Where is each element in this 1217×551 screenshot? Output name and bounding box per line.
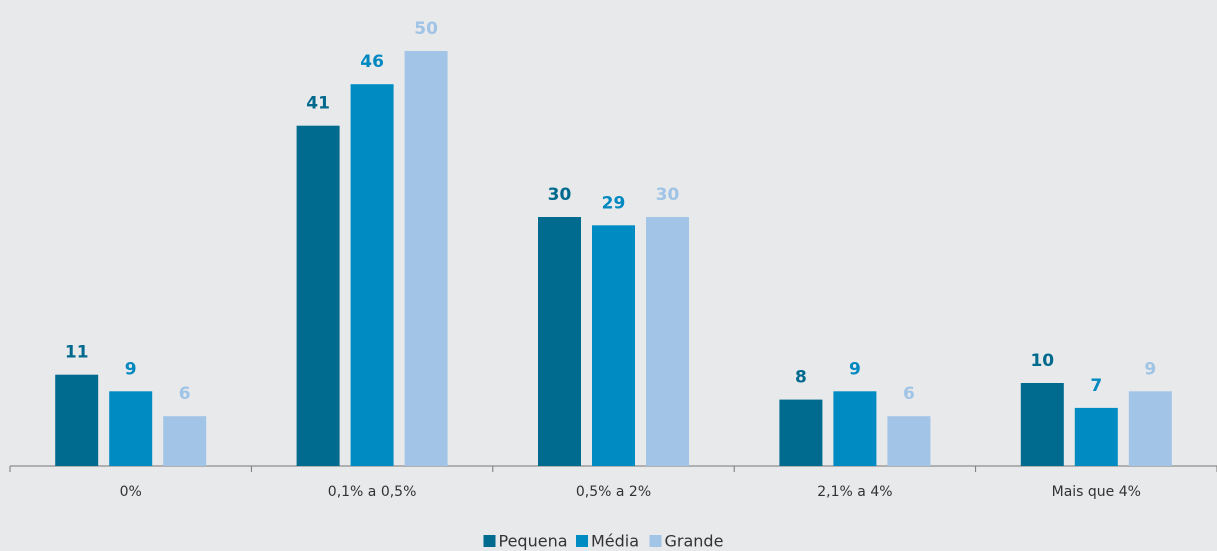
bar xyxy=(163,416,207,466)
legend-label: Grande xyxy=(665,532,724,551)
x-tick-label: 0,5% a 2% xyxy=(576,484,651,500)
x-tick-label: 0,1% a 0,5% xyxy=(328,484,417,500)
data-label: 30 xyxy=(656,185,680,205)
bar xyxy=(538,217,581,466)
data-label: 7 xyxy=(1090,376,1102,396)
data-label: 6 xyxy=(903,384,915,404)
bar xyxy=(404,51,448,466)
data-label: 8 xyxy=(795,368,807,388)
bar xyxy=(109,391,153,466)
bar xyxy=(296,125,340,466)
x-tick-label: 2,1% a 4% xyxy=(817,484,892,500)
data-label: 6 xyxy=(179,384,191,404)
data-label: 50 xyxy=(414,19,438,39)
bar xyxy=(779,399,823,466)
bar xyxy=(1020,383,1064,466)
data-label: 46 xyxy=(360,52,384,72)
bar xyxy=(55,374,99,466)
legend-swatch xyxy=(649,535,662,547)
data-label: 10 xyxy=(1030,351,1054,371)
data-label: 41 xyxy=(306,94,330,114)
legend-label: Pequena xyxy=(499,532,568,551)
legend-label: Média xyxy=(591,532,639,551)
bar xyxy=(350,84,394,466)
bar xyxy=(887,416,931,466)
data-label: 9 xyxy=(125,359,137,379)
data-label: 30 xyxy=(548,185,572,205)
legend-swatch xyxy=(483,535,496,547)
legend-swatch xyxy=(576,535,588,547)
data-label: 9 xyxy=(849,359,861,379)
data-label: 29 xyxy=(602,193,626,213)
data-label: 9 xyxy=(1144,359,1156,379)
bar xyxy=(646,217,689,466)
data-label: 11 xyxy=(65,343,89,363)
bar xyxy=(833,391,877,466)
bar xyxy=(1074,407,1118,466)
bar xyxy=(592,225,635,466)
x-tick-label: Mais que 4% xyxy=(1052,484,1141,500)
x-tick-label: 0% xyxy=(120,484,142,500)
bar xyxy=(1128,391,1172,466)
